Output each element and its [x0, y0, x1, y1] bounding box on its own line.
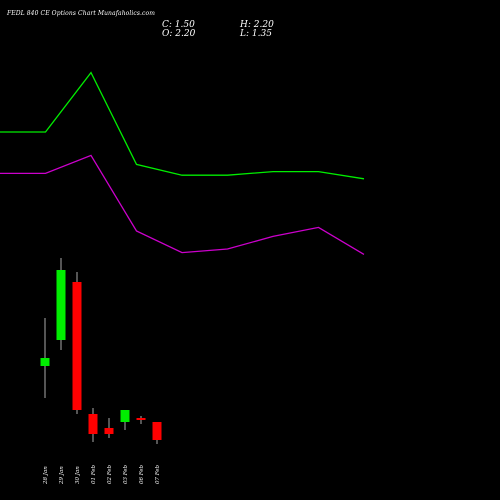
x-tick-label: 01 Feb — [91, 464, 97, 484]
high-readout: H: 2.20 — [240, 20, 274, 30]
candle-body-down — [136, 418, 146, 420]
overlay-line-1 — [0, 71, 365, 180]
low-value: 1.35 — [251, 29, 272, 39]
low-readout: L: 1.35 — [240, 29, 272, 39]
candle-body-up — [40, 358, 50, 366]
x-tick-label: 06 Feb — [139, 464, 145, 484]
x-tick-label: 30 Jan — [75, 466, 81, 484]
chart-title: FEDL 840 CE Options Chart Munafaholics.c… — [7, 10, 156, 17]
x-tick-label: 29 Jan — [59, 466, 65, 485]
candle-body-up — [56, 270, 66, 340]
close-label: C: — [162, 20, 172, 30]
candle-body-down — [72, 282, 82, 410]
open-readout: O: 2.20 — [162, 29, 195, 39]
x-tick-label: 28 Jan — [43, 466, 49, 485]
x-tick-label: 07 Feb — [155, 464, 161, 484]
high-label: H: — [240, 20, 251, 30]
close-value: 1.50 — [174, 20, 195, 30]
candle-body-down — [152, 422, 162, 440]
x-tick-label: 02 Feb — [107, 464, 113, 484]
candle-body-down — [88, 414, 98, 434]
x-axis-labels: 28 Jan 29 Jan 30 Jan 01 Feb 02 Feb 03 Feb 06 F… — [43, 464, 161, 485]
open-value: 2.20 — [175, 29, 196, 39]
overlay-lines — [0, 71, 365, 255]
high-value: 2.20 — [253, 20, 274, 30]
candle-body-down — [104, 428, 114, 434]
candle-body-up — [120, 410, 130, 422]
x-tick-label: 03 Feb — [123, 464, 129, 484]
candles — [40, 258, 162, 444]
low-label: L: — [240, 29, 250, 39]
close-readout: C: 1.50 — [162, 20, 195, 30]
open-label: O: — [162, 29, 173, 39]
overlay-line-2 — [0, 154, 365, 255]
